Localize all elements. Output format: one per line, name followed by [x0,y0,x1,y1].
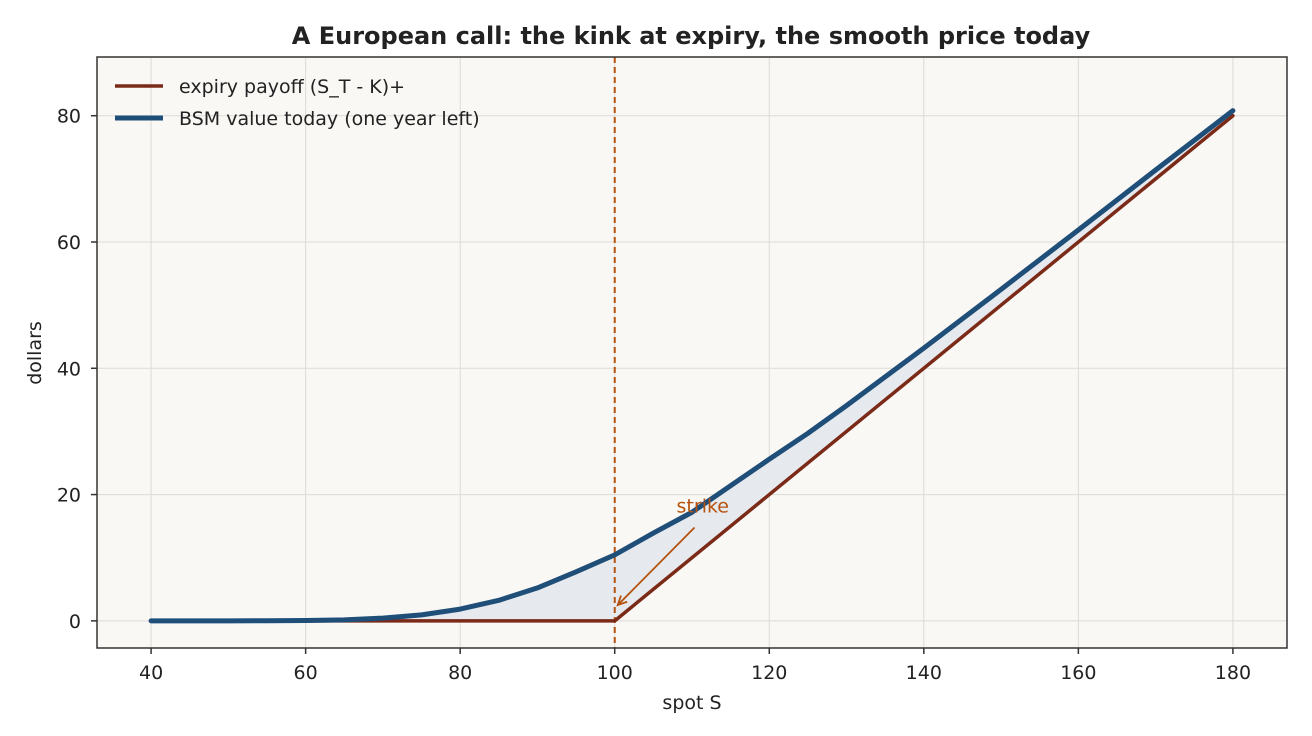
legend: expiry payoff (S_T - K)+ BSM value today… [115,76,480,130]
y-tick-label: 20 [57,485,81,507]
y-tick-label: 60 [57,232,81,254]
x-tick-label: 60 [294,662,318,684]
x-tick-label: 140 [906,662,942,684]
series-line-bsm-value [148,108,1236,624]
y-tick-label: 40 [57,358,81,380]
x-tick-label: 100 [597,662,633,684]
legend-label-bsm-value: BSM value today (one year left) [179,108,480,130]
x-tick-label: 40 [139,662,163,684]
x-tick-label: 120 [751,662,787,684]
chart-title: A European call: the kink at expiry, the… [292,22,1091,50]
y-axis-label: dollars [24,321,46,385]
y-tick-label: 0 [69,611,81,633]
x-axis-label: spot S [662,692,721,714]
x-tick-label: 160 [1060,662,1096,684]
plot-frame [96,56,1288,649]
y-axis: 0 20 40 60 80 [57,106,97,633]
annotation-arrow [617,526,696,606]
annotation-arrowhead [616,595,628,607]
x-tick-label: 180 [1215,662,1251,684]
x-tick-label: 80 [448,662,472,684]
x-axis: 40 60 80 100 120 140 160 180 [139,648,1251,684]
annotation-label: strike [677,496,729,518]
value-fill-area [151,110,1233,621]
y-tick-label: 80 [57,106,81,128]
legend-label-expiry-payoff: expiry payoff (S_T - K)+ [179,76,405,98]
strike-annotation: strike [616,496,729,607]
